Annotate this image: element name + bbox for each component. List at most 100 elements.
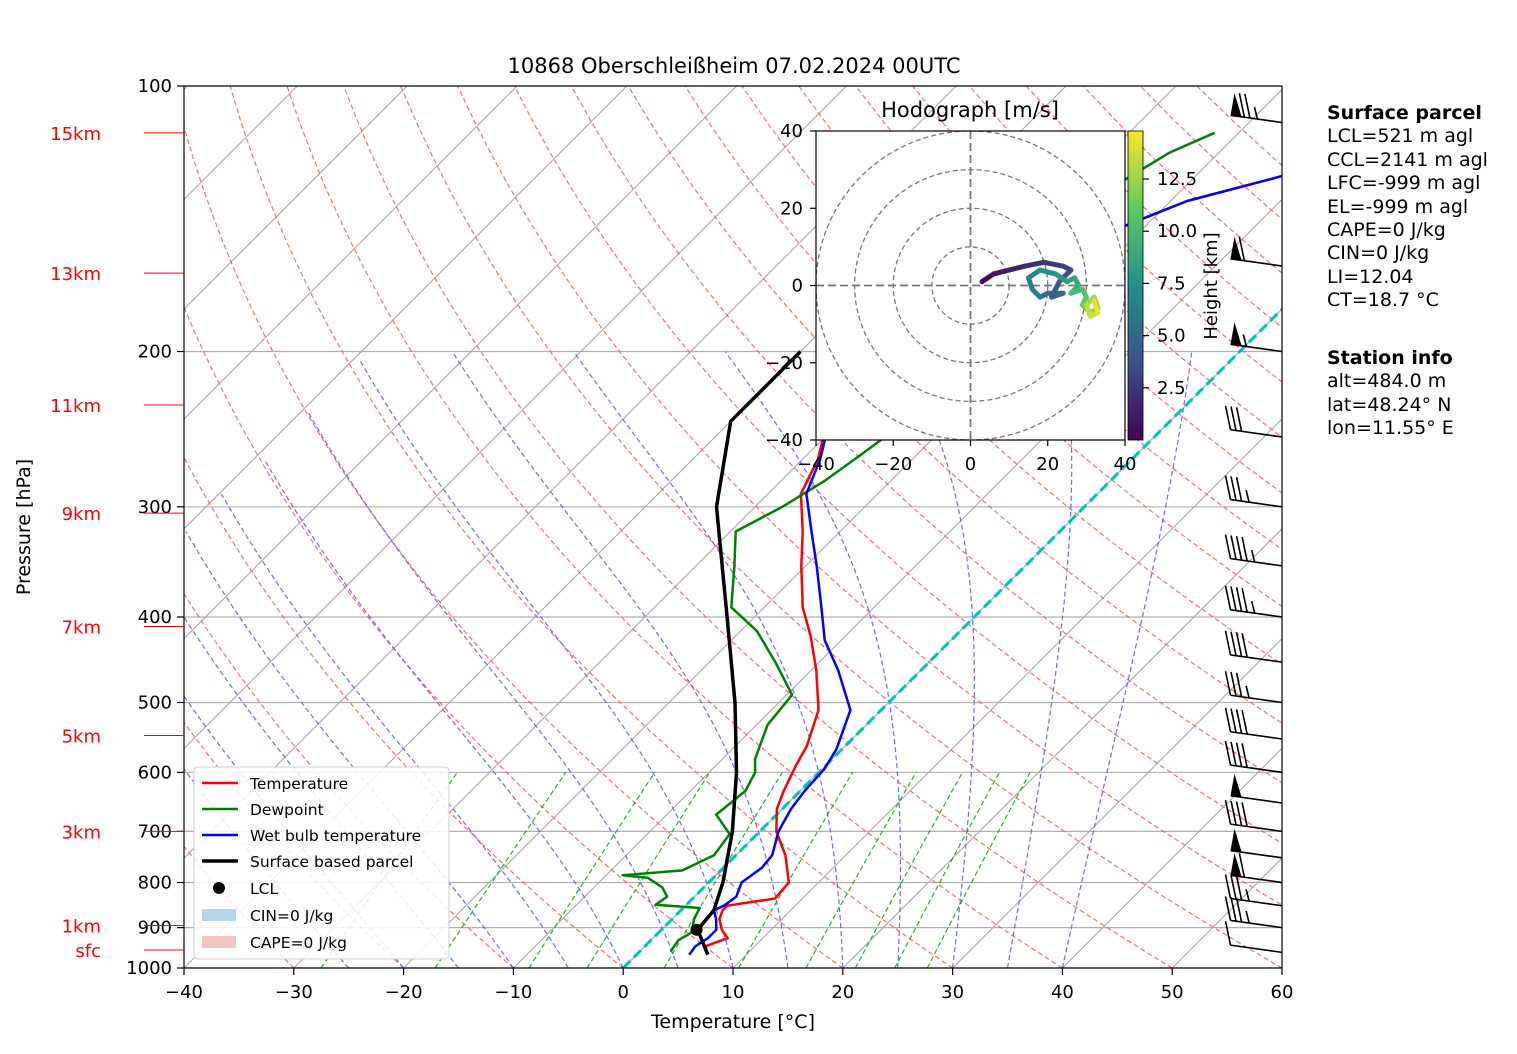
barb-flag — [1241, 587, 1248, 613]
isotherm — [732, 418, 1282, 968]
barb-flag — [1241, 633, 1248, 658]
station-latitude: lat=48.24° N — [1327, 393, 1452, 416]
isotherm — [184, 86, 628, 530]
mixing-ratio-line — [586, 771, 711, 968]
dry-adiabat — [400, 86, 1282, 968]
moist-adiabat — [263, 458, 624, 968]
ct-value: CT=18.7 °C — [1327, 289, 1439, 312]
isotherm — [184, 86, 408, 310]
dry-adiabat — [229, 86, 953, 968]
moist-adiabat — [1006, 351, 1073, 968]
barb-flag — [1238, 236, 1246, 261]
height-label: 7km — [62, 617, 101, 638]
barb-pennant — [1230, 93, 1242, 117]
hodograph-segment — [1006, 263, 1028, 273]
legend-label-parcel: Surface based parcel — [250, 853, 413, 871]
barb-flag — [1224, 534, 1232, 559]
mixing-ratio-line — [894, 772, 1000, 968]
height-label: 13km — [50, 264, 101, 285]
hodograph-y-tick-label: 40 — [780, 121, 803, 142]
cape-value: CAPE=0 J/kg — [1327, 219, 1446, 242]
legend-label-temperature: Temperature — [249, 775, 348, 793]
wind-barbs — [1224, 93, 1283, 954]
barb-flag — [1235, 801, 1243, 826]
y-tick-label: 1000 — [126, 958, 172, 979]
barb-flag — [1230, 671, 1237, 697]
barb-flag — [1224, 920, 1232, 946]
hodograph-rings — [816, 131, 1125, 440]
isotherm — [952, 637, 1282, 968]
hodograph-title: Hodograph [m/s] — [881, 98, 1059, 122]
y-tick-label: 400 — [138, 607, 172, 628]
wind-barb — [1230, 828, 1283, 859]
y-tick-label: 300 — [138, 497, 172, 518]
barb-flag — [1235, 536, 1243, 561]
barb-flag — [1230, 476, 1237, 501]
barb-flag — [1230, 586, 1237, 611]
barb-staff — [1230, 608, 1283, 618]
wind-barb — [1224, 475, 1283, 508]
x-tick-label: −10 — [494, 982, 532, 1003]
barb-staff — [1230, 823, 1283, 833]
y-tick-label: 600 — [138, 762, 172, 783]
x-tick-label: 60 — [1271, 982, 1294, 1003]
barb-flag — [1235, 742, 1243, 767]
dry-adiabat — [184, 124, 844, 968]
axes: −40 −30 −20 −10 0 10 20 30 40 50 60100200300400500… — [126, 76, 1293, 1003]
isotherm — [184, 86, 737, 640]
x-tick-label: 30 — [941, 982, 964, 1003]
barb-flag — [1230, 897, 1237, 922]
barb-staff — [1230, 557, 1283, 567]
barb-flag — [1235, 632, 1243, 657]
legend-swatch-cape — [202, 936, 236, 948]
barb-flag — [1230, 406, 1237, 431]
lfc-value: LFC=-999 m agl — [1327, 172, 1481, 195]
hodograph-colorbar — [1127, 130, 1144, 441]
moist-adiabat — [724, 351, 902, 968]
barb-pennant — [1230, 828, 1242, 853]
colorbar-tick-label: 2.5 — [1157, 378, 1186, 399]
barb-flag — [1244, 93, 1251, 119]
legend-box — [193, 766, 450, 960]
height-label: 3km — [62, 822, 101, 843]
barb-staff — [1230, 343, 1283, 353]
barb-flag — [1230, 741, 1237, 767]
barb-staff — [1230, 258, 1283, 267]
wind-barb — [1230, 93, 1283, 124]
barb-staff — [1230, 919, 1283, 929]
y-axis-label: Pressure [hPa] — [13, 459, 35, 595]
moist-adiabat — [308, 412, 679, 968]
barb-flag — [1235, 476, 1243, 502]
barb-flag — [1230, 875, 1237, 900]
barb-flag — [1224, 475, 1232, 500]
barb-staff — [1230, 944, 1283, 954]
x-axis-label: Temperature [°C] — [650, 1011, 815, 1033]
isotherm — [842, 528, 1282, 968]
wind-barb — [1224, 585, 1283, 618]
mixing-ratio-line — [926, 772, 1031, 968]
barb-flag — [1224, 874, 1232, 899]
barb-flag — [1224, 630, 1232, 656]
legend-label-lcl: LCL — [250, 880, 278, 898]
colorbar-tick-label: 7.5 — [1157, 273, 1186, 294]
legend-label-wetbulb: Wet bulb temperature — [250, 827, 421, 845]
barb-half-flag — [1245, 888, 1250, 902]
hodograph-y-tick-label: 20 — [780, 198, 803, 219]
barb-flag — [1238, 93, 1246, 118]
barb-staff — [1230, 874, 1283, 884]
legend-swatch-lcl — [213, 882, 225, 894]
barb-half-flag — [1253, 106, 1259, 120]
x-tick-label: −20 — [385, 982, 423, 1003]
cin-value: CIN=0 J/kg — [1327, 242, 1430, 265]
legend: Temperature Dewpoint Wet bulb temperatur… — [193, 766, 450, 960]
height-labels: 15km 13km 11km 9km 7km 5km 3km 1km sfc — [50, 124, 184, 962]
barb-flag — [1224, 740, 1232, 766]
isotherm — [1062, 747, 1282, 968]
wind-barb — [1224, 630, 1283, 663]
colorbar-tick-label: 10.0 — [1157, 221, 1197, 242]
x-tick-label: 0 — [617, 982, 628, 1003]
moist-adiabat — [899, 351, 975, 968]
li-value: LI=12.04 — [1327, 265, 1414, 288]
moist-adiabat — [1061, 351, 1193, 968]
